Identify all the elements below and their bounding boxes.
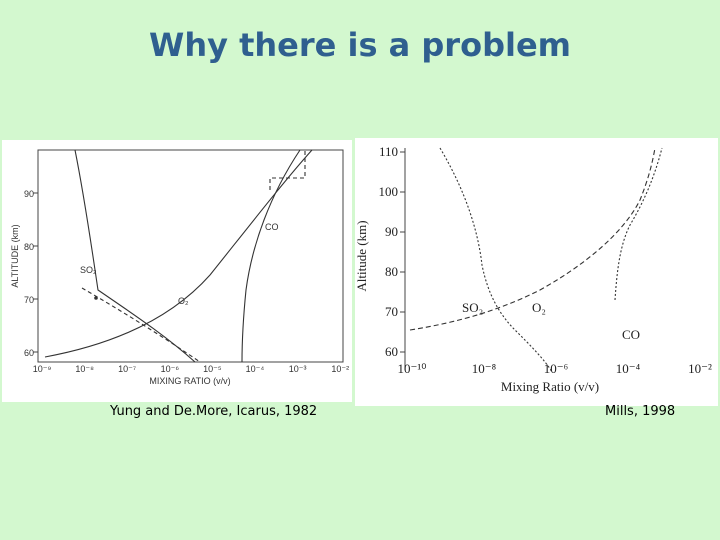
curve-label: CO (622, 327, 640, 342)
x-axis-label: Mixing Ratio (v/v) (501, 379, 599, 394)
x-tick-label: 10⁻⁷ (118, 364, 136, 374)
x-tick-label: 10⁻¹⁰ (398, 361, 427, 376)
x-tick-label: 10⁻³ (289, 364, 307, 374)
y-tick-label: 110 (379, 144, 398, 159)
figure-right (355, 138, 718, 406)
x-tick-label: 10⁻⁶ (161, 364, 180, 374)
caption: Mills, 1998 (605, 404, 675, 419)
curve (81, 287, 201, 363)
curve-label: O₂ (178, 296, 189, 306)
curve-label: SO₂ (462, 300, 483, 315)
y-axis-label: ALTITUDE (km) (10, 224, 20, 287)
y-tick-label: 100 (379, 184, 399, 199)
y-tick-label: 90 (24, 189, 34, 199)
curve (439, 147, 553, 373)
curve (44, 149, 313, 358)
box (269, 150, 306, 190)
curve-label: CO (265, 222, 279, 232)
marker (94, 296, 98, 300)
y-tick-label: 60 (385, 344, 398, 359)
curve-label: SO₂ (80, 265, 97, 275)
caption: Yung and De.More, Icarus, 1982 (109, 404, 317, 419)
y-tick-label: 70 (385, 304, 398, 319)
plot-frame (37, 149, 344, 363)
slide-title: Why there is a problem (149, 26, 571, 64)
x-tick-label: 10⁻⁸ (472, 361, 497, 376)
x-tick-label: 10⁻⁸ (75, 364, 94, 374)
curve (74, 149, 196, 363)
x-tick-label: 10⁻² (688, 361, 712, 376)
x-axis-label: MIXING RATIO (v/v) (149, 376, 230, 386)
x-tick-label: 10⁻⁵ (203, 364, 222, 374)
y-tick-label: 80 (24, 242, 34, 252)
x-tick-label: 10⁻⁴ (246, 364, 265, 374)
curve (409, 147, 656, 331)
y-tick-label: 80 (385, 264, 398, 279)
x-tick-label: 10⁻⁶ (544, 361, 568, 376)
curve (614, 147, 663, 301)
curve-label: O₂ (532, 300, 546, 315)
x-tick-label: 10⁻² (331, 364, 349, 374)
y-tick-label: 70 (24, 295, 34, 305)
figure-left (2, 140, 352, 402)
y-tick-label: 60 (24, 348, 34, 358)
x-tick-label: 10⁻⁴ (616, 361, 641, 376)
curve (241, 149, 301, 363)
x-tick-label: 10⁻⁹ (33, 364, 52, 374)
y-tick-label: 90 (385, 224, 398, 239)
y-axis-label: Altitude (km) (354, 220, 369, 291)
